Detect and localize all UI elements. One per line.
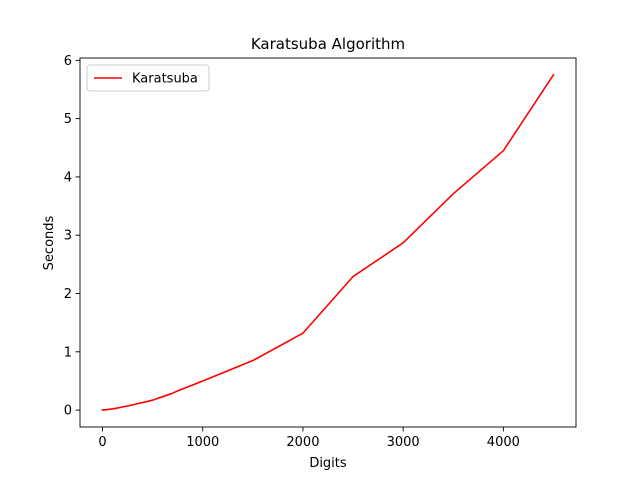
legend-label: Karatsuba <box>132 72 198 87</box>
x-tick-label: 3000 <box>387 435 420 450</box>
y-tick-label: 0 <box>64 404 72 419</box>
axes-background <box>80 58 576 427</box>
y-tick-label: 4 <box>64 170 72 185</box>
x-axis-label: Digits <box>309 456 347 471</box>
legend: Karatsuba <box>86 64 210 92</box>
y-tick-label: 6 <box>64 54 72 69</box>
series-line-karatsuba <box>101 73 555 411</box>
x-tick-label: 0 <box>98 435 106 450</box>
y-tick-label: 3 <box>64 229 72 244</box>
y-tick-label: 1 <box>64 345 72 360</box>
y-tick-label: 2 <box>64 287 72 302</box>
legend-box <box>86 64 210 92</box>
y-tick-label: 5 <box>64 112 72 127</box>
x-tick-label: 4000 <box>487 435 520 450</box>
x-tick-label: 1000 <box>186 435 219 450</box>
x-tick-label: 2000 <box>286 435 319 450</box>
chart-title: Karatsuba Algorithm <box>251 35 405 53</box>
plot-area: 0 1000 2000 3000 4000 0 1 2 3 4 5 6 Karatsuba <box>64 54 577 450</box>
axes-frame <box>79 57 577 428</box>
y-axis-label: Seconds <box>42 215 57 270</box>
